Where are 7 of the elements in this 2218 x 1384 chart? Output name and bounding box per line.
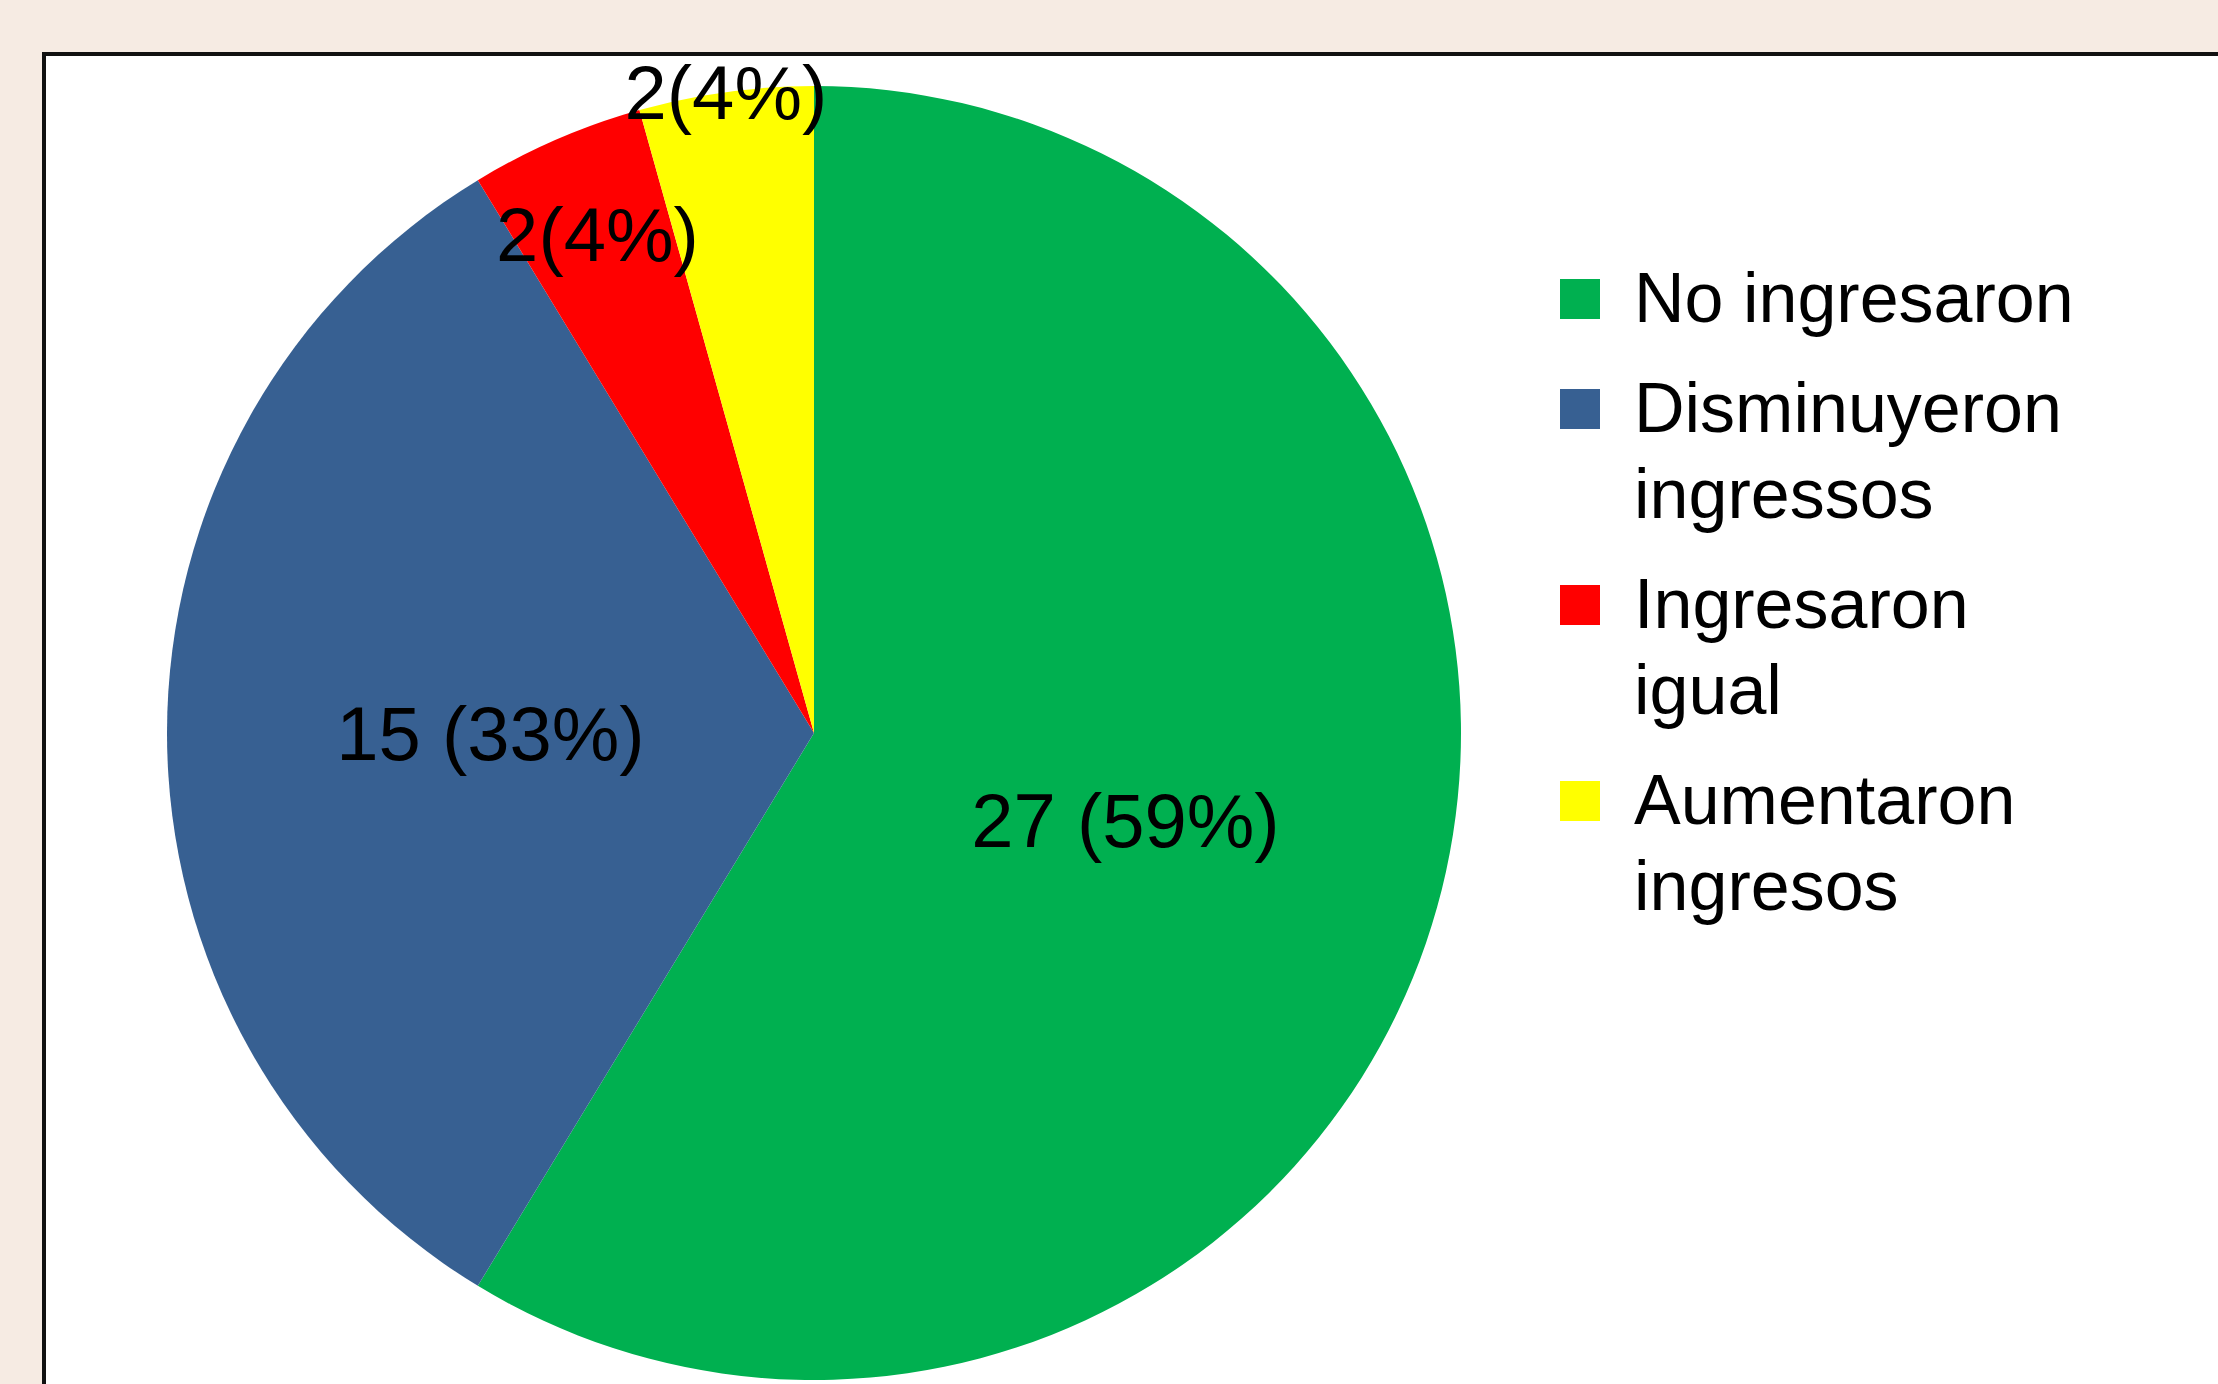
- legend-label: Ingresaron igual: [1634, 564, 1970, 731]
- pie-slice: [167, 180, 814, 1286]
- data-label: 15 (33%): [336, 690, 645, 776]
- legend-label: No ingresaron: [1634, 258, 2075, 339]
- legend-label: Aumentaron ingresos: [1634, 760, 2017, 927]
- data-label: 27 (59%): [971, 777, 1280, 863]
- legend-label: Disminuyeron ingressos: [1634, 368, 2063, 535]
